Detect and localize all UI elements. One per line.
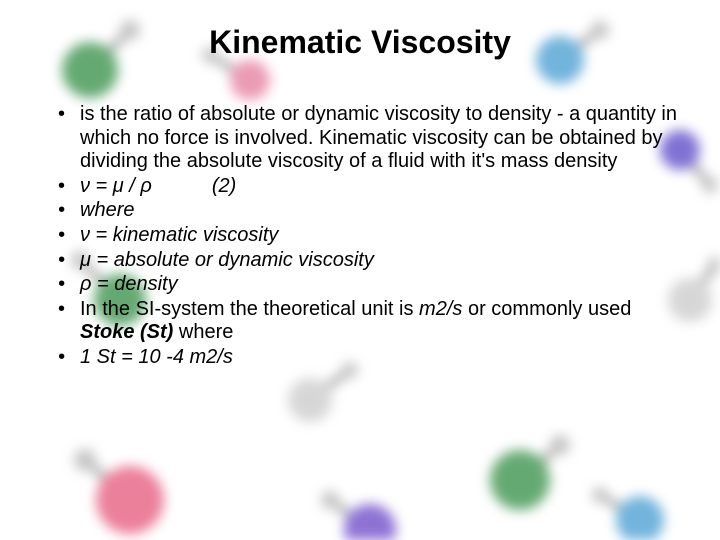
bullet-definition: is the ratio of absolute or dynamic visc… — [58, 103, 680, 174]
stoke-label: Stoke (St) — [80, 321, 173, 343]
slide-content: Kinematic Viscosity is the ratio of abso… — [0, 0, 720, 391]
si-text-e: where — [173, 321, 233, 343]
slide-title: Kinematic Viscosity — [40, 24, 680, 61]
si-text-a: In the SI-system the theoretical unit is — [80, 298, 419, 320]
si-unit: m2/s — [419, 298, 462, 320]
bullet-equation: ν = μ / ρ (2) — [58, 175, 680, 199]
bullet-si-unit: In the SI-system the theoretical unit is… — [58, 298, 680, 345]
bullet-stoke-conversion: 1 St = 10 -4 m2/s — [58, 346, 680, 370]
equation-number: (2) — [212, 175, 236, 197]
bullet-list: is the ratio of absolute or dynamic visc… — [40, 103, 680, 370]
bullet-rho-def: ρ = density — [58, 273, 680, 297]
bullet-where: where — [58, 199, 680, 223]
si-text-c: or commonly used — [462, 298, 631, 320]
bullet-nu-def: ν = kinematic viscosity — [58, 224, 680, 248]
equation-lhs: ν = μ / ρ — [80, 175, 152, 197]
bullet-mu-def: μ = absolute or dynamic viscosity — [58, 249, 680, 273]
